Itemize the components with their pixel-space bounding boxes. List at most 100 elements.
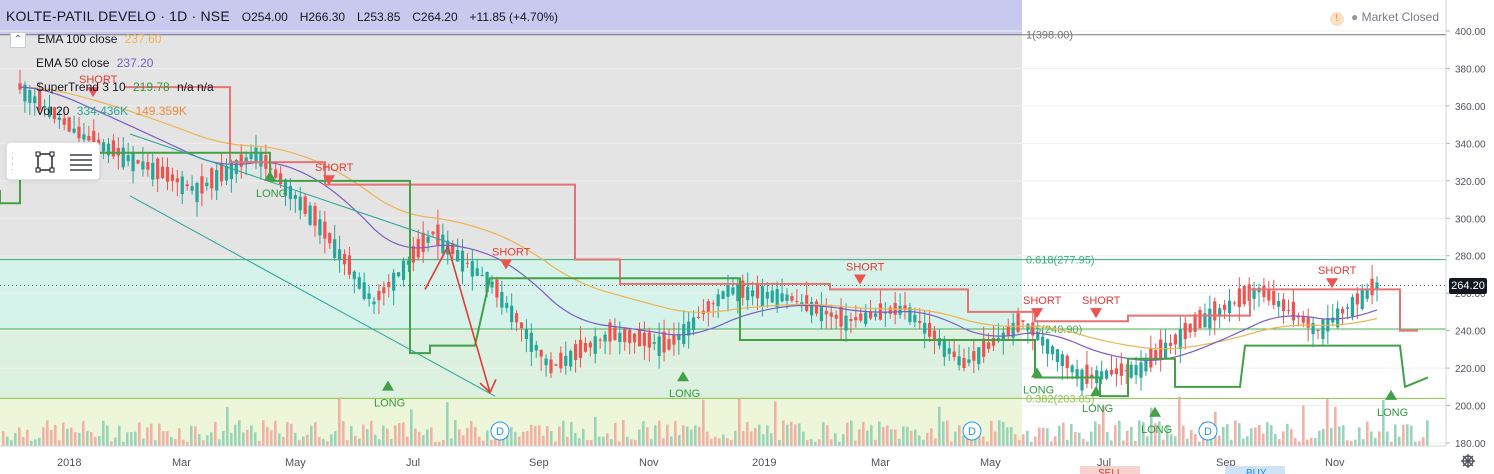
volume-bar [154,440,157,446]
candle-body [1036,332,1040,341]
volume-bar [482,440,485,446]
volume-bar [934,438,937,446]
volume-bar [266,427,269,446]
volume-bar [342,421,345,446]
candle-body [598,339,602,341]
long-signal-label: LONG [669,388,700,400]
market-status[interactable]: ! ● Market Closed [1329,10,1439,26]
settings-lines-icon[interactable] [67,149,95,175]
legend-volume[interactable]: Vol 20 334.436K 149.359K [36,104,187,118]
candle-body [593,336,597,354]
ohlc-low: L253.85 [356,10,401,24]
candle-body [1070,365,1074,373]
price-tick-label: 260.00 [1455,289,1486,300]
settings-gear-icon[interactable] [1461,454,1475,468]
volume-bar [874,439,877,446]
candle-body [1075,369,1079,379]
volume-bar [1030,441,1033,446]
volume-bar [194,426,197,446]
volume-bar [26,429,29,446]
volume-bar [114,437,117,446]
candle-body [1316,329,1320,332]
candle-body [1104,370,1109,379]
candle-body [888,307,892,314]
volume-bar [958,425,961,446]
volume-bar [650,439,653,446]
volume-bar [242,432,245,446]
candle-body [1350,297,1355,317]
volume-bar [618,441,621,446]
volume-bar [566,436,569,446]
sell-button[interactable] [1080,466,1140,474]
volume-bar [1346,440,1349,446]
volume-bar [870,425,873,446]
volume-bar [1318,430,1321,446]
volume-bar [254,432,257,446]
fib-zone-top [0,0,1022,35]
volume-bar [1070,423,1073,446]
volume-bar [358,438,361,446]
volume-bar [1178,396,1181,446]
volume-bar [698,426,701,446]
candle-body [942,338,946,357]
candle-body [239,154,243,167]
volume-bar [734,430,737,446]
legend-ema100[interactable]: ⌃ EMA 100 close 237.60 [10,32,161,48]
volume-bar [846,422,849,446]
volume-bar [298,440,301,446]
volume-bar [74,432,77,446]
candle-body [1267,289,1271,301]
legend-ema50[interactable]: EMA 50 close 237.20 [36,56,153,70]
volume-bar [1078,432,1081,446]
candle-body [613,327,617,341]
price-tick-label: 320.00 [1455,177,1486,188]
candle-body [52,107,57,119]
volume-bar [234,424,237,446]
volume-bar [262,420,265,446]
symbol-title[interactable]: KOLTE-PATIL DEVELO · 1D · NSE [6,8,230,24]
drag-handle-icon[interactable]: ::: [11,150,14,173]
candle-body [328,232,332,244]
volume-bar [766,425,769,446]
volume-bar [274,420,277,446]
buy-button[interactable] [1225,466,1285,474]
dividend-marker-label: D [968,426,976,438]
candle-body [47,106,52,117]
candle-body [1055,349,1060,362]
candle-body [1031,322,1035,336]
volume-bar [1110,440,1113,446]
volume-bar [842,434,845,446]
volume-bar [1246,436,1249,446]
volume-bar [1306,439,1309,446]
volume-bar [454,420,457,446]
volume-bar [666,424,669,446]
short-signal-label: SHORT [1082,295,1121,307]
volume-bar [534,425,537,446]
volume-bar [314,422,317,446]
candle-body [662,331,666,353]
volume-bar [530,424,533,446]
volume-bar [878,421,881,446]
collapse-legend-icon[interactable]: ⌃ [10,32,26,48]
volume-bar [830,439,833,446]
candle-body [790,296,794,301]
candle-body [569,351,573,367]
volume-bar [1182,425,1185,446]
volume-bar [1158,421,1161,446]
volume-bar [526,431,529,446]
legend-supertrend[interactable]: SuperTrend 3 10 219.78 n/a n/a [36,80,214,94]
candle-body [249,154,253,159]
volume-bar [310,425,313,446]
time-tick-label: Jul [406,457,420,469]
rectangle-tool-icon[interactable] [31,149,59,175]
candle-body [534,344,538,351]
volume-bar [390,438,393,446]
volume-bar [1050,441,1053,446]
candle-body [372,301,376,305]
candle-body [1222,304,1227,310]
volume-bar [1010,427,1013,446]
volume-bar [1274,433,1277,446]
candle-body [357,277,361,289]
ohlc-open: O254.00 [241,10,288,24]
